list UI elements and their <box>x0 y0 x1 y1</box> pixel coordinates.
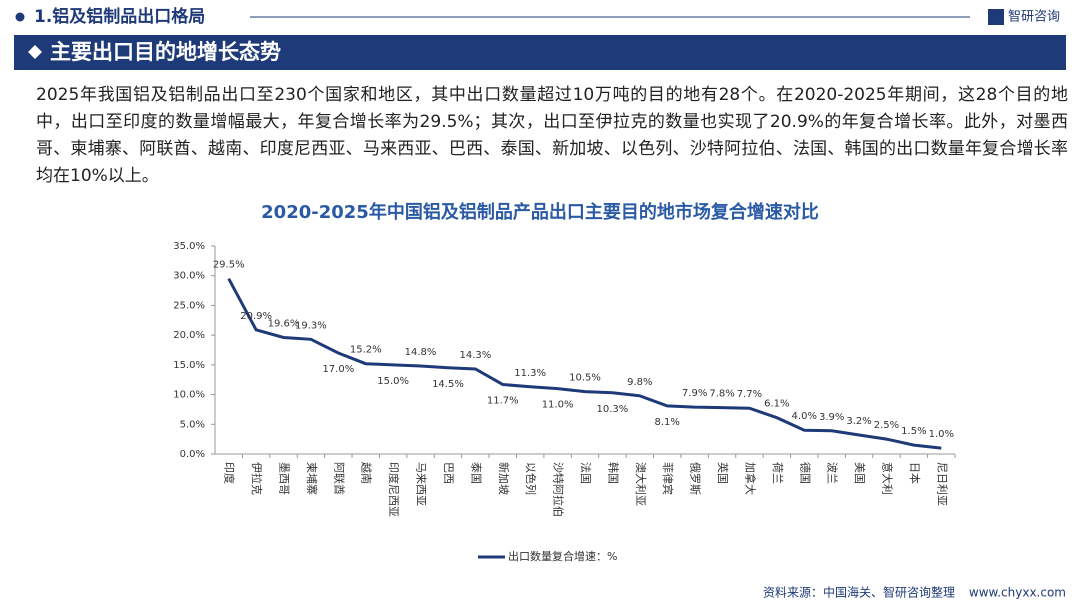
y-tick-label: 20.0% <box>173 330 205 341</box>
data-label: 10.3% <box>597 404 629 415</box>
source: 资料来源：中国海关、智研咨询整理 <box>763 585 955 600</box>
y-tick-label: 30.0% <box>173 271 205 282</box>
x-tick-label: 俄罗斯 <box>689 462 702 495</box>
x-tick-label: 加拿大 <box>743 462 757 495</box>
data-label: 11.7% <box>487 395 519 406</box>
x-tick-label: 美国 <box>853 462 866 484</box>
y-tick-label: 25.0% <box>173 300 205 311</box>
data-label: 2.5% <box>874 420 899 431</box>
x-tick-label: 泰国 <box>469 462 483 484</box>
data-label: 11.3% <box>514 368 546 379</box>
data-label: 9.8% <box>627 377 652 388</box>
data-label: 4.0% <box>792 411 817 422</box>
data-label: 15.0% <box>377 376 409 387</box>
data-label: 8.1% <box>655 417 680 428</box>
data-label: 3.2% <box>846 416 871 427</box>
x-tick-label: 德国 <box>798 462 812 484</box>
brand-logo <box>988 9 1004 25</box>
title-bar <box>14 35 1066 70</box>
data-label: 7.9% <box>682 388 707 399</box>
x-tick-label: 柬埔寨 <box>305 462 319 495</box>
chart-title: 2020-2025年中国铝及铝制品产品出口主要目的地市场复合增速对比 <box>261 201 819 223</box>
x-tick-label: 法国 <box>579 462 593 484</box>
data-label: 14.5% <box>432 379 464 390</box>
x-tick-label: 伊拉克 <box>250 462 264 495</box>
line-series <box>227 277 942 450</box>
section-label: 1.铝及铝制品出口格局 <box>34 6 205 27</box>
x-tick-label: 墨西哥 <box>278 462 291 495</box>
y-tick-label: 10.0% <box>173 390 205 401</box>
data-label: 19.6% <box>268 319 300 330</box>
x-tick-label: 菲律宾 <box>661 462 675 495</box>
x-tick-label: 波兰 <box>826 462 839 484</box>
data-label: 1.0% <box>929 429 954 440</box>
x-tick-label: 越南 <box>360 462 374 484</box>
paragraph: 2025年我国铝及铝制品出口至230个国家和地区，其中出口数量超过10万吨的目的… <box>36 85 1068 186</box>
legend-label: 出口数量复合增速：% <box>508 549 617 563</box>
x-tick-label: 日本 <box>908 462 922 484</box>
x-tick-label: 英国 <box>716 462 730 484</box>
x-tick-label: 澳大利亚 <box>634 462 648 506</box>
data-label: 17.0% <box>322 364 354 375</box>
data-label: 15.2% <box>350 345 382 356</box>
y-tick-label: 35.0% <box>173 241 205 252</box>
x-tick-label: 韩国 <box>606 462 620 484</box>
data-label: 7.8% <box>709 389 734 400</box>
x-tick-label: 以色列 <box>524 462 538 495</box>
data-label: 3.9% <box>819 412 844 423</box>
data-label: 14.8% <box>405 347 437 358</box>
x-tick-label: 印度 <box>223 462 237 484</box>
y-tick-label: 0.0% <box>180 449 205 460</box>
x-tick-label: 印度尼西亚 <box>387 462 401 517</box>
x-tick-label: 荷兰 <box>771 462 784 484</box>
x-tick-label: 沙特阿拉伯 <box>552 462 566 517</box>
data-label: 20.9% <box>240 311 272 322</box>
data-label: 1.5% <box>901 426 926 437</box>
x-tick-label: 新加坡 <box>497 462 511 495</box>
site: www.chyxx.com <box>969 586 1066 600</box>
diamond <box>28 45 42 59</box>
brand: 智研咨询 <box>1008 10 1060 25</box>
data-label: 11.0% <box>542 400 574 411</box>
data-label: 7.7% <box>737 389 762 400</box>
y-tick-label: 5.0% <box>180 419 205 430</box>
x-tick-label: 尼日利亚 <box>935 462 948 506</box>
data-label: 10.5% <box>569 373 601 384</box>
data-label: 6.1% <box>764 399 789 410</box>
section-title: 主要出口目的地增长态势 <box>50 40 281 64</box>
y-tick-label: 15.0% <box>173 360 205 371</box>
data-label: 14.3% <box>459 350 491 361</box>
data-label: 19.3% <box>295 320 327 331</box>
bullet <box>15 12 25 22</box>
x-tick-label: 巴西 <box>442 462 455 484</box>
x-tick-label: 阿联酋 <box>332 462 346 495</box>
x-tick-label: 意大利 <box>880 462 894 495</box>
data-label: 29.5% <box>213 260 245 271</box>
x-tick-label: 马来西亚 <box>415 462 428 506</box>
